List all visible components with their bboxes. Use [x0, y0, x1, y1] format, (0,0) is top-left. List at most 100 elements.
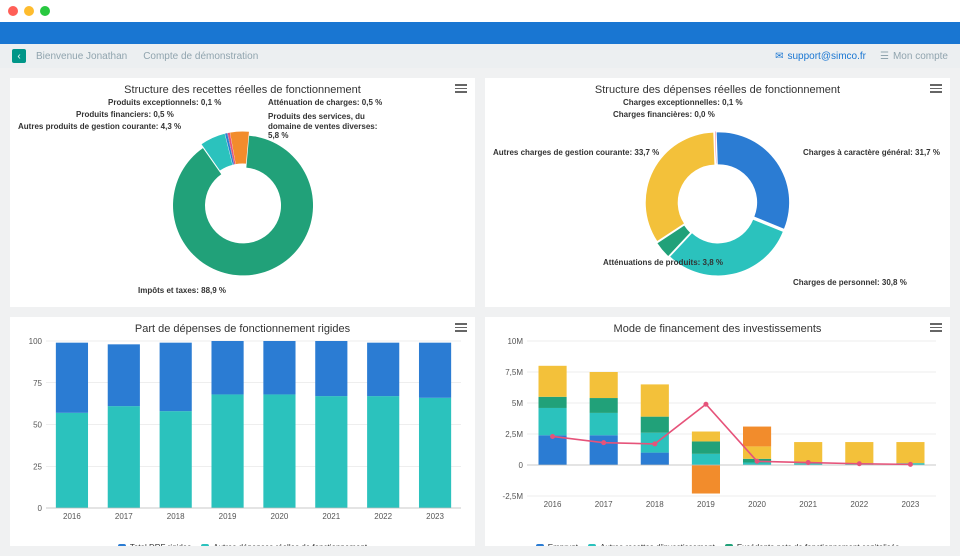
bar-segment[interactable]: [263, 394, 295, 508]
svg-text:2019: 2019: [697, 500, 715, 509]
line-point[interactable]: [908, 462, 913, 467]
bar-segment[interactable]: [211, 394, 243, 508]
bar-segment[interactable]: [160, 411, 192, 508]
bar-segment[interactable]: [539, 366, 567, 397]
svg-text:2021: 2021: [799, 500, 817, 509]
svg-text:-2,5M: -2,5M: [503, 492, 524, 501]
bar-segment[interactable]: [641, 384, 669, 416]
line-point[interactable]: [703, 402, 708, 407]
panel-rigides: Part de dépenses de fonctionnement rigid…: [10, 317, 475, 546]
slice-label: Charges à caractère général: 31,7 %: [803, 148, 940, 158]
donut-slice[interactable]: [715, 132, 716, 164]
panel-depenses: Structure des dépenses réelles de foncti…: [485, 78, 950, 307]
panel-menu-button[interactable]: [455, 323, 467, 332]
bar-segment[interactable]: [845, 442, 873, 463]
bar-segment[interactable]: [211, 341, 243, 394]
svg-text:2019: 2019: [219, 512, 237, 521]
mac-close[interactable]: [8, 6, 18, 16]
legend-item[interactable]: Autres dépenses réelles de fonctionnemen…: [201, 543, 367, 546]
svg-text:2020: 2020: [271, 512, 289, 521]
slice-label: Autres charges de gestion courante: 33,7…: [493, 148, 659, 158]
legend-item[interactable]: Excédents nets de fonctionnement capital…: [725, 543, 899, 546]
bar-segment[interactable]: [315, 396, 347, 508]
donut-slice[interactable]: [717, 132, 789, 228]
slice-label: Atténuations de produits: 3,8 %: [603, 258, 723, 268]
bar-segment[interactable]: [315, 341, 347, 396]
legend-item[interactable]: Autres recettes d'investissement: [588, 543, 715, 546]
line-point[interactable]: [755, 459, 760, 464]
line-point[interactable]: [652, 441, 657, 446]
bar-segment[interactable]: [263, 341, 295, 394]
slice-label: Charges de personnel: 30,8 %: [793, 278, 907, 288]
svg-text:2017: 2017: [115, 512, 133, 521]
bar-segment[interactable]: [896, 442, 924, 463]
back-button[interactable]: ‹: [12, 49, 26, 63]
demo-account-text: Compte de démonstration: [143, 51, 258, 62]
svg-text:0: 0: [519, 461, 524, 470]
bar-segment[interactable]: [692, 465, 720, 494]
bar-segment[interactable]: [539, 397, 567, 408]
svg-text:7,5M: 7,5M: [505, 368, 523, 377]
bar-segment[interactable]: [108, 344, 140, 406]
panel-menu-button[interactable]: [930, 323, 942, 332]
bar-segment[interactable]: [743, 427, 771, 447]
panel-title: Mode de financement des investissements: [493, 323, 942, 335]
line-point[interactable]: [601, 440, 606, 445]
bar-segment[interactable]: [590, 435, 618, 465]
svg-text:2023: 2023: [902, 500, 920, 509]
svg-text:2023: 2023: [426, 512, 444, 521]
panel-recettes: Structure des recettes réelles de foncti…: [10, 78, 475, 307]
legend-item[interactable]: Emprunt: [536, 543, 578, 546]
slice-label: Produits des services, du domaine de ven…: [268, 112, 378, 141]
mail-icon: ✉: [775, 51, 783, 62]
mac-min[interactable]: [24, 6, 34, 16]
legend: Total DRF rigides Autres dépenses réelles…: [18, 543, 467, 546]
donut-chart: [493, 98, 942, 299]
svg-text:2022: 2022: [374, 512, 392, 521]
svg-text:2022: 2022: [850, 500, 868, 509]
svg-text:2021: 2021: [322, 512, 340, 521]
panel-financement: Mode de financement des investissements …: [485, 317, 950, 546]
slice-label: Impôts et taxes: 88,9 %: [138, 286, 226, 296]
bar-segment[interactable]: [367, 343, 399, 396]
line-point[interactable]: [806, 460, 811, 465]
svg-text:2016: 2016: [544, 500, 562, 509]
mac-max[interactable]: [40, 6, 50, 16]
legend: Emprunt Autres recettes d'investissement E…: [493, 543, 942, 546]
bar-segment[interactable]: [692, 441, 720, 453]
bar-segment[interactable]: [419, 398, 451, 508]
legend-item[interactable]: Total DRF rigides: [118, 543, 191, 546]
svg-text:0: 0: [38, 504, 43, 513]
svg-text:50: 50: [33, 421, 42, 430]
bar-segment[interactable]: [590, 413, 618, 435]
bar-segment[interactable]: [160, 343, 192, 411]
line-point[interactable]: [550, 434, 555, 439]
panel-menu-button[interactable]: [455, 84, 467, 93]
bar-segment[interactable]: [56, 413, 88, 508]
bar-segment[interactable]: [590, 372, 618, 398]
slice-label: Atténuation de charges: 0,5 %: [268, 98, 382, 108]
bar-segment[interactable]: [641, 453, 669, 465]
bar-segment[interactable]: [692, 432, 720, 442]
bar-segment[interactable]: [794, 442, 822, 463]
support-link[interactable]: ✉support@simco.fr: [775, 51, 866, 62]
bar-segment[interactable]: [367, 396, 399, 508]
panel-menu-button[interactable]: [930, 84, 942, 93]
account-link[interactable]: ☰Mon compte: [880, 51, 948, 62]
bar-segment[interactable]: [539, 435, 567, 465]
line-point[interactable]: [857, 461, 862, 466]
svg-text:2017: 2017: [595, 500, 613, 509]
slice-label: Produits exceptionnels: 0,1 %: [108, 98, 221, 108]
bar-segment[interactable]: [641, 417, 669, 433]
bar-segment[interactable]: [108, 406, 140, 508]
bar-segment[interactable]: [539, 408, 567, 435]
svg-text:2020: 2020: [748, 500, 766, 509]
bar-segment[interactable]: [419, 343, 451, 398]
bar-chart: 0255075100201620172018201920202021202220…: [18, 337, 467, 538]
svg-text:2018: 2018: [646, 500, 664, 509]
bar-segment[interactable]: [56, 343, 88, 413]
slice-label: Produits financiers: 0,5 %: [76, 110, 174, 120]
bar-segment[interactable]: [743, 446, 771, 458]
bar-segment[interactable]: [590, 398, 618, 413]
bar-segment[interactable]: [692, 454, 720, 465]
